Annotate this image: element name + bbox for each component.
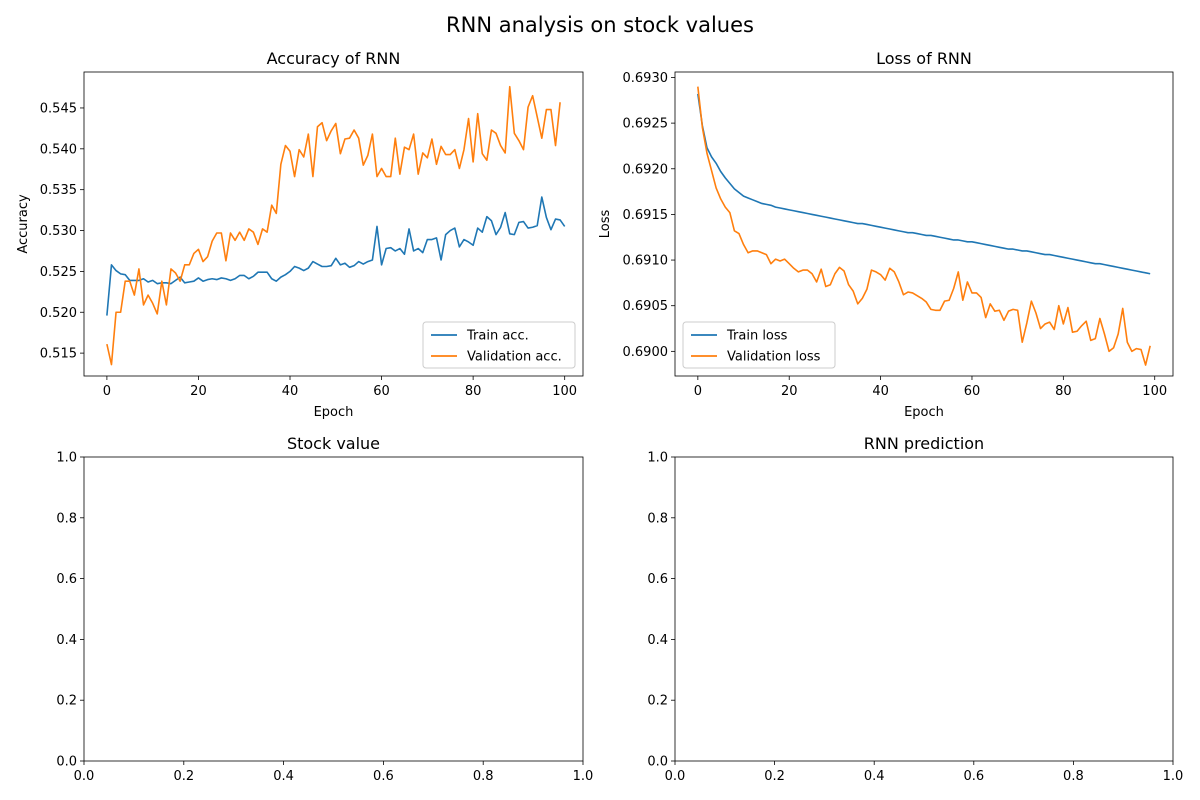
- acc-legend-box: [422, 321, 576, 369]
- stock-plot-frame: [83, 456, 584, 762]
- loss-legend: Train loss Validation loss: [682, 321, 836, 369]
- loss-title: Loss of RNN: [876, 49, 972, 68]
- loss-ytick-label: 0.6920: [623, 162, 669, 177]
- loss-ytick-label: 0.6930: [623, 71, 669, 86]
- stock-xtick-label: 0.8: [473, 769, 494, 784]
- loss-legend-label-1: Train loss: [726, 329, 788, 344]
- acc-series-line-1: [106, 196, 566, 316]
- pred-plot-frame: [674, 456, 1174, 762]
- loss-ytick-label: 0.6900: [623, 345, 669, 360]
- figure-suptitle: RNN analysis on stock values: [446, 13, 754, 37]
- stock-xtick-label: 0.0: [74, 769, 95, 784]
- pred-axes: RNN prediction 0.0 0.2 0.4 0.6 0.8 1.0 0.0 0.2 0.…: [647, 434, 1183, 784]
- acc-ytick-label: 0.520: [40, 306, 77, 321]
- stock-xtick-label: 0.6: [373, 769, 394, 784]
- pred-ytick-label: 0.0: [647, 755, 668, 770]
- loss-xtick-label: 80: [1055, 384, 1072, 399]
- stock-ytick-label: 0.6: [56, 572, 77, 587]
- loss-ytick-label: 0.6905: [623, 299, 669, 314]
- loss-legend-box: [682, 321, 836, 369]
- loss-legend-label-2: Validation loss: [727, 350, 821, 365]
- acc-plot-frame: [83, 71, 584, 377]
- stock-ytick-label: 0.4: [56, 633, 77, 648]
- acc-title: Accuracy of RNN: [267, 49, 401, 68]
- pred-ytick-label: 0.2: [647, 694, 668, 709]
- acc-xtick-label: 40: [282, 384, 299, 399]
- stock-ytick-label: 0.8: [56, 511, 77, 526]
- loss-ytick-label: 0.6910: [623, 254, 669, 269]
- acc-ytick-label: 0.535: [40, 183, 77, 198]
- acc-ytick-label: 0.540: [40, 142, 77, 157]
- stock-ytick-label: 0.2: [56, 694, 77, 709]
- acc-ytick-label: 0.525: [40, 265, 77, 280]
- acc-ytick-label: 0.515: [40, 347, 77, 362]
- acc-xtick-label: 80: [465, 384, 482, 399]
- acc-legend-label-1: Train acc.: [466, 329, 529, 344]
- acc-ytick-label: 0.530: [40, 224, 77, 239]
- pred-ytick-label: 0.6: [647, 572, 668, 587]
- acc-ylabel: Accuracy: [16, 194, 31, 254]
- stock-title: Stock value: [287, 434, 380, 453]
- pred-ytick-label: 0.8: [647, 511, 668, 526]
- pred-xtick-label: 0.0: [665, 769, 686, 784]
- loss-ylabel: Loss: [598, 210, 613, 239]
- stock-ytick-label: 0.0: [56, 755, 77, 770]
- loss-xtick-label: 0: [694, 384, 702, 399]
- stock-xtick-label: 0.4: [273, 769, 294, 784]
- acc-series-line-2: [106, 85, 561, 366]
- loss-plot-frame: [674, 71, 1174, 377]
- stock-xtick-label: 0.2: [173, 769, 194, 784]
- stock-ytick-label: 1.0: [56, 451, 77, 466]
- acc-xtick-label: 60: [373, 384, 390, 399]
- loss-xtick-label: 40: [872, 384, 889, 399]
- stock-axes: Stock value 0.0 0.2 0.4 0.6 0.8 1.0 0.0 0.2 0.4 0.…: [56, 434, 593, 784]
- acc-xtick-label: 0: [103, 384, 111, 399]
- loss-ytick-label: 0.6925: [623, 117, 669, 132]
- loss-xlabel: Epoch: [904, 405, 944, 420]
- pred-xtick-label: 0.6: [963, 769, 984, 784]
- pred-xtick-label: 0.4: [864, 769, 885, 784]
- pred-xtick-label: 1.0: [1163, 769, 1184, 784]
- acc-axes: Accuracy of RNN 0 20 40 60 80 100 0.515 0.520 0.5…: [16, 49, 584, 420]
- loss-ytick-label: 0.6915: [623, 208, 669, 223]
- loss-axes: Loss of RNN 0 20 40 60 80 100 0.6900 0.6905 0.691…: [598, 49, 1174, 420]
- stock-xtick-label: 1.0: [573, 769, 594, 784]
- loss-xtick-label: 60: [964, 384, 981, 399]
- acc-ytick-label: 0.545: [40, 101, 77, 116]
- pred-ytick-label: 0.4: [647, 633, 668, 648]
- pred-title: RNN prediction: [864, 434, 984, 453]
- loss-series-line-2: [697, 86, 1151, 366]
- acc-xlabel: Epoch: [314, 405, 354, 420]
- acc-legend: Train acc. Validation acc.: [422, 321, 576, 369]
- pred-xtick-label: 0.2: [764, 769, 785, 784]
- acc-xtick-label: 100: [552, 384, 577, 399]
- pred-ytick-label: 1.0: [647, 451, 668, 466]
- pred-xtick-label: 0.8: [1063, 769, 1084, 784]
- loss-xtick-label: 100: [1142, 384, 1167, 399]
- loss-xtick-label: 20: [781, 384, 798, 399]
- loss-series-line-1: [697, 93, 1151, 275]
- acc-xtick-label: 20: [190, 384, 207, 399]
- acc-legend-label-2: Validation acc.: [467, 350, 562, 365]
